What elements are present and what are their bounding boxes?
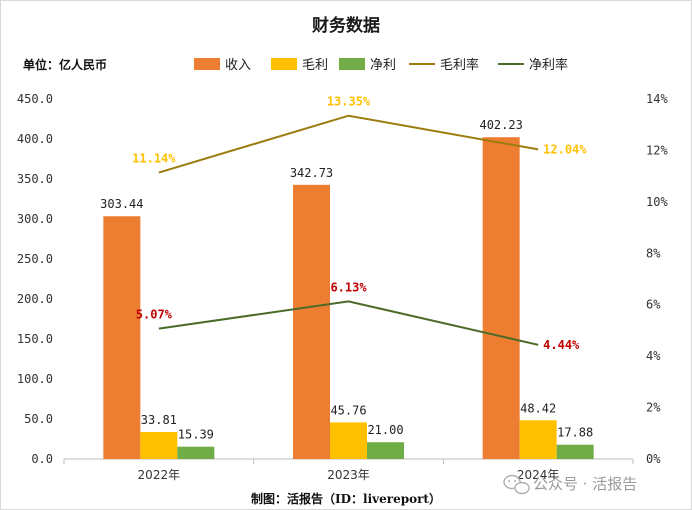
y-left-tick-label: 0.0 [31, 452, 53, 466]
net-profit-value-label: 17.88 [557, 426, 593, 440]
revenue-value-label: 303.44 [100, 197, 143, 211]
credit-text: 制图：活报告（ID：livereport） [251, 491, 441, 506]
net-profit-bar [556, 444, 594, 459]
revenue-value-label: 342.73 [290, 166, 333, 180]
x-tick-label: 2023年 [327, 468, 370, 482]
wechat-icon [503, 474, 530, 495]
revenue-bar [293, 184, 330, 460]
y-right-tick-label: 0% [646, 452, 661, 466]
gross-profit-bar [519, 420, 557, 459]
bar-series [103, 137, 594, 460]
y-left-tick-label: 50.0 [24, 412, 53, 426]
y-left-tick-label: 100.0 [17, 372, 53, 386]
legend-swatch-net-profit [339, 58, 365, 70]
legend: 收入 毛利 净利 毛利率 净利率 [194, 57, 568, 73]
gross-margin-label: 13.35% [327, 95, 371, 109]
y-right-tick-label: 8% [646, 246, 661, 260]
net-margin-label: 4.44% [543, 338, 580, 352]
y-right-tick-label: 6% [646, 298, 661, 312]
net-margin-label: 6.13% [330, 280, 367, 294]
y-left-tick-label: 200.0 [17, 292, 53, 306]
gross-profit-value-label: 48.42 [520, 401, 556, 415]
x-tick-label: 2024年 [517, 468, 560, 482]
revenue-bar [482, 137, 520, 459]
revenue-value-label: 402.23 [479, 118, 522, 132]
y-left-tick-label: 350.0 [17, 172, 53, 186]
net-margin-label: 5.07% [136, 308, 173, 322]
revenue-bar [103, 216, 141, 459]
y-right-tick-label: 14% [646, 92, 668, 106]
x-tick-label: 2022年 [138, 468, 181, 482]
legend-label-revenue: 收入 [225, 58, 251, 73]
net-profit-bar [367, 442, 404, 459]
gross-margin-label: 12.04% [543, 142, 587, 156]
data-labels: 303.44 342.73 402.23 33.81 45.76 48.42 15.39 21… [100, 95, 593, 442]
axes: 2022年 2023年 2024年 0.0 50.0 100.0 150.0 200.0 250… [17, 92, 669, 482]
net-profit-value-label: 21.00 [367, 423, 403, 437]
gross-profit-bar [140, 431, 178, 459]
y-left-tick-label: 400.0 [17, 132, 53, 146]
y-right-tick-label: 4% [646, 349, 661, 363]
legend-label-gross-margin: 毛利率 [440, 57, 479, 73]
y-right-tick-label: 12% [646, 143, 668, 157]
gross-profit-value-label: 45.76 [330, 403, 366, 417]
gross-margin-label: 11.14% [132, 152, 176, 166]
legend-swatch-revenue [194, 58, 220, 70]
watermark: 公众号 · 活报告 [503, 474, 637, 495]
y-right-tick-label: 10% [646, 195, 668, 209]
y-left-tick-label: 150.0 [17, 332, 53, 346]
net-margin-line [158, 300, 539, 346]
y-left-tick-label: 450.0 [17, 92, 53, 106]
gross-profit-bar [330, 422, 367, 459]
net-profit-value-label: 15.39 [178, 428, 214, 442]
y-right-tick-label: 2% [646, 401, 661, 415]
gross-profit-value-label: 33.81 [141, 413, 177, 427]
net-profit-bar [177, 446, 215, 459]
legend-label-net-profit: 净利 [370, 58, 396, 73]
gross-margin-line [158, 114, 539, 174]
line-series [158, 114, 539, 346]
unit-label: 单位：亿人民币 [23, 57, 107, 72]
watermark-text: 公众号 · 活报告 [533, 475, 637, 493]
y-left-tick-label: 300.0 [17, 212, 53, 226]
legend-label-net-margin: 净利率 [529, 57, 568, 73]
chart-title: 财务数据 [311, 15, 380, 36]
y-left-tick-label: 250.0 [17, 252, 53, 266]
legend-label-gross-profit: 毛利 [302, 58, 328, 73]
legend-swatch-gross-profit [271, 58, 297, 70]
